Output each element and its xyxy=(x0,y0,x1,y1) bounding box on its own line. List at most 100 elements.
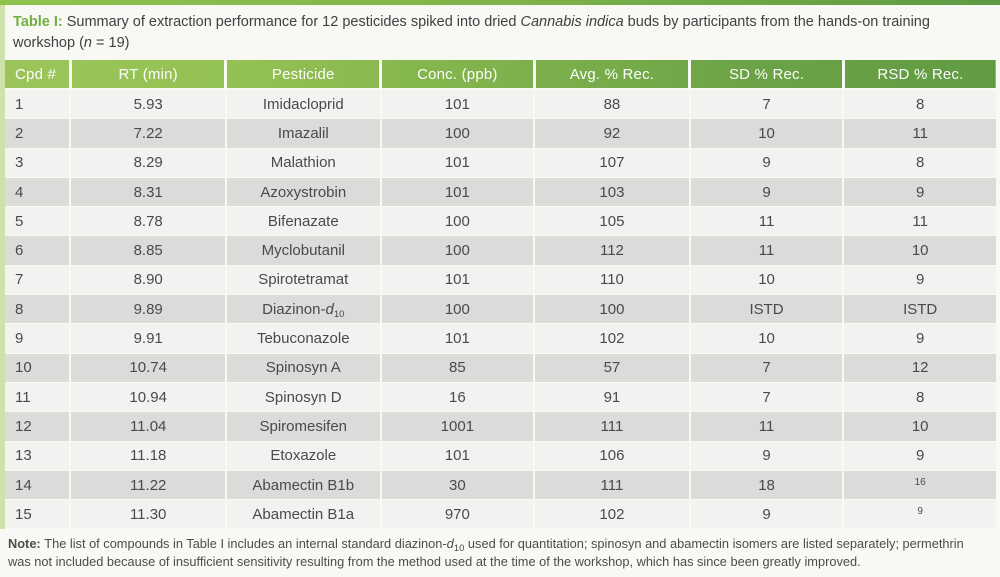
cell-avg-rec: 110 xyxy=(534,265,691,296)
cell-cpd: 7 xyxy=(5,265,72,296)
cell-rt: 5.93 xyxy=(70,89,227,120)
table-row: 15 11.30 Abamectin B1a 970 102 9 9 xyxy=(5,499,996,530)
cell-sd-rec: 7 xyxy=(689,353,845,383)
caption-species-italic: Cannabis indica xyxy=(520,14,624,30)
col-header-rsd-rec: RSD % Rec. xyxy=(843,60,996,90)
table-block: Table I: Summary of extraction performan… xyxy=(0,5,1000,530)
table-row: 6 8.85 Myclobutanil 100 112 11 10 xyxy=(5,235,996,266)
cell-avg-rec: 105 xyxy=(534,206,691,237)
table-note: Note: The list of compounds in Table I i… xyxy=(0,529,1000,571)
cell-avg-rec: 100 xyxy=(534,294,691,325)
cell-conc: 85 xyxy=(380,353,536,383)
cell-pesticide: Tebuconazole xyxy=(225,323,382,354)
cell-conc: 100 xyxy=(380,206,536,237)
col-header-avg-rec: Avg. % Rec. xyxy=(534,60,692,90)
cell-conc: 100 xyxy=(380,118,536,149)
cell-rt: 11.18 xyxy=(70,441,227,471)
table-caption: Table I: Summary of extraction performan… xyxy=(5,5,1000,60)
col-header-cpd: Cpd # xyxy=(5,60,72,90)
cell-cpd: 9 xyxy=(5,323,72,354)
table-row: 8 9.89 Diazinon-d10 100 100 ISTD ISTD xyxy=(5,294,996,325)
table-row: 7 8.90 Spirotetramat 101 110 10 9 xyxy=(5,265,996,296)
cell-conc: 1001 xyxy=(380,411,536,442)
cell-avg-rec: 91 xyxy=(534,382,691,413)
cell-rt: 11.30 xyxy=(70,499,227,530)
table-row: 9 9.91 Tebuconazole 101 102 10 9 xyxy=(5,323,996,354)
table-row: 13 11.18 Etoxazole 101 106 9 9 xyxy=(5,441,996,471)
cell-conc: 970 xyxy=(380,499,536,530)
cell-sd-rec: 10 xyxy=(689,265,845,296)
cell-avg-rec: 111 xyxy=(534,470,691,501)
cell-cpd: 1 xyxy=(5,89,72,120)
cell-rt: 9.89 xyxy=(70,294,227,325)
cell-cpd: 12 xyxy=(5,411,72,442)
caption-n-italic: n xyxy=(83,35,92,51)
cell-sd-rec: ISTD xyxy=(689,294,845,325)
cell-sd-rec: 11 xyxy=(689,235,845,266)
cell-rsd-rec: 11 xyxy=(843,118,996,149)
cell-avg-rec: 107 xyxy=(534,148,691,178)
rsd-superscript: 9 xyxy=(917,505,923,517)
cell-rsd-rec: 10 xyxy=(843,235,996,266)
cell-pesticide: Azoxystrobin xyxy=(225,177,382,208)
cell-sd-rec: 9 xyxy=(689,441,845,471)
table-row: 2 7.22 Imazalil 100 92 10 11 xyxy=(5,118,996,149)
cell-cpd: 4 xyxy=(5,177,72,208)
cell-rsd-rec: 9 xyxy=(843,265,996,296)
cell-rsd-rec: 8 xyxy=(843,148,996,178)
cell-cpd: 8 xyxy=(5,294,72,325)
cell-pesticide: Malathion xyxy=(225,148,382,178)
cell-rsd-rec: 11 xyxy=(843,206,996,237)
note-isotope-d-italic: d xyxy=(446,536,454,552)
cell-cpd: 5 xyxy=(5,206,72,237)
col-header-sd-rec: SD % Rec. xyxy=(689,60,845,90)
cell-rsd-rec: 8 xyxy=(843,382,996,413)
cell-cpd: 13 xyxy=(5,441,72,471)
cell-sd-rec: 7 xyxy=(689,382,845,413)
table-caption-label: Table I: xyxy=(13,14,67,30)
cell-sd-rec: 9 xyxy=(689,499,845,530)
cell-sd-rec: 10 xyxy=(689,323,845,354)
cell-pesticide: Spinosyn D xyxy=(225,382,382,413)
cell-sd-rec: 18 xyxy=(689,470,845,501)
cell-conc: 100 xyxy=(380,235,536,266)
table-row: 11 10.94 Spinosyn D 16 91 7 8 xyxy=(5,382,996,413)
cell-conc: 101 xyxy=(380,265,536,296)
cell-conc: 101 xyxy=(380,148,536,178)
cell-pesticide: Spinosyn A xyxy=(225,353,382,383)
cell-avg-rec: 103 xyxy=(534,177,691,208)
col-header-conc: Conc. (ppb) xyxy=(380,60,536,90)
cell-cpd: 15 xyxy=(5,499,72,530)
results-table: Cpd # RT (min) Pesticide Conc. (ppb) Avg… xyxy=(5,60,996,530)
cell-conc: 16 xyxy=(380,382,536,413)
cell-avg-rec: 106 xyxy=(534,441,691,471)
cell-rsd-rec: 8 xyxy=(843,89,996,120)
cell-avg-rec: 92 xyxy=(534,118,691,149)
cell-rt: 7.22 xyxy=(70,118,227,149)
cell-pesticide: Myclobutanil xyxy=(225,235,382,266)
cell-rt: 8.29 xyxy=(70,148,227,178)
cell-conc: 101 xyxy=(380,441,536,471)
header-row: Cpd # RT (min) Pesticide Conc. (ppb) Avg… xyxy=(5,60,996,90)
cell-cpd: 2 xyxy=(5,118,72,149)
note-label: Note: xyxy=(8,536,45,552)
cell-avg-rec: 102 xyxy=(534,499,691,530)
note-text-1: The list of compounds in Table I include… xyxy=(44,536,447,552)
cell-sd-rec: 11 xyxy=(689,411,845,442)
cell-cpd: 11 xyxy=(5,382,72,413)
cell-pesticide: Spiromesifen xyxy=(225,411,382,442)
cell-rt: 11.04 xyxy=(70,411,227,442)
rsd-superscript: 16 xyxy=(914,476,926,488)
cell-conc: 101 xyxy=(380,177,536,208)
cell-pesticide: Imazalil xyxy=(225,118,382,149)
table-row: 1 5.93 Imidacloprid 101 88 7 8 xyxy=(5,89,996,120)
cell-pesticide: Abamectin B1a xyxy=(225,499,382,530)
cell-rt: 8.31 xyxy=(70,177,227,208)
caption-text-1: Summary of extraction performance for 12… xyxy=(66,14,521,30)
cell-avg-rec: 112 xyxy=(534,235,691,266)
cell-conc: 30 xyxy=(380,470,536,501)
cell-rt: 9.91 xyxy=(70,323,227,354)
cell-conc: 100 xyxy=(380,294,536,325)
table-body: 1 5.93 Imidacloprid 101 88 7 8 2 7.22 Imazalil 100… xyxy=(5,89,996,530)
